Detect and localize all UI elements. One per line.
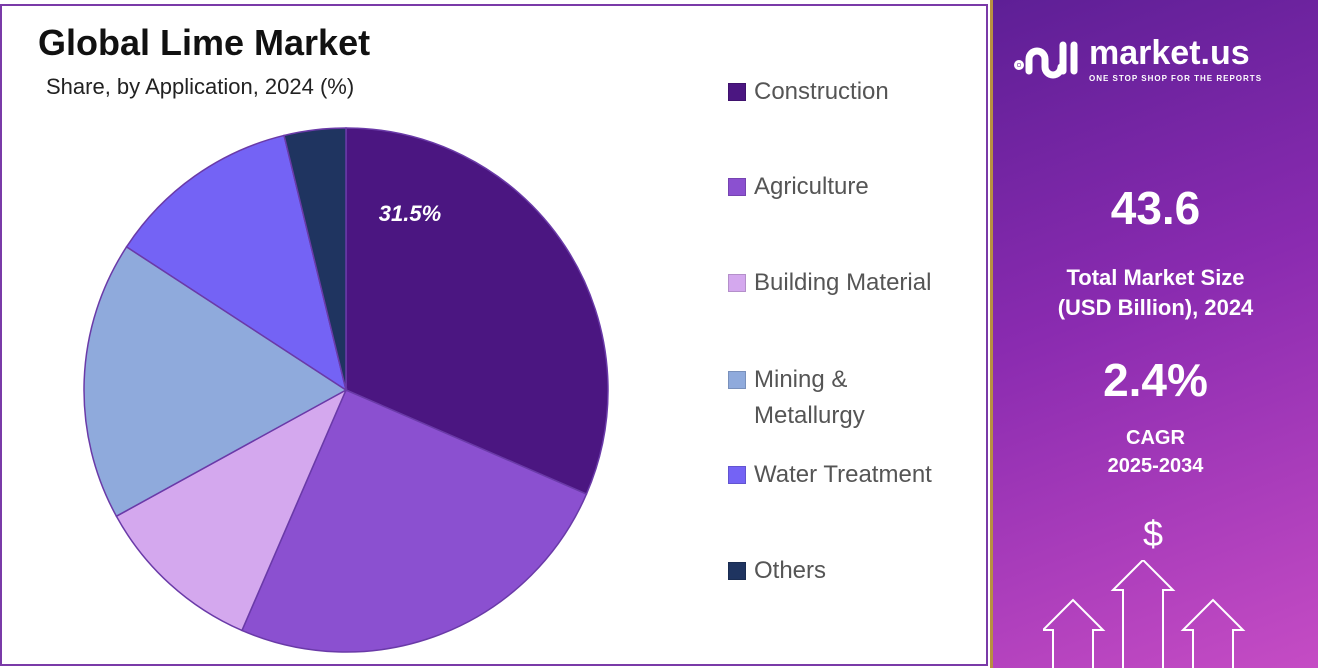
cagr-label: CAGR [1126,427,1185,449]
legend-swatch [728,466,746,484]
legend-label: Building Material [754,269,932,296]
pie-slice-agriculture [240,389,588,653]
summary-panel: market.us ONE STOP SHOP FOR THE REPORTS … [990,0,1318,670]
legend-item: Others [728,553,826,589]
legend-label: Construction [754,78,889,105]
legend-swatch [728,562,746,580]
pie-slice-water-treatment [125,134,348,392]
growth-arrows-icon [1043,560,1246,670]
logo-mark-icon [1014,41,1078,79]
pie-slice-others [283,127,347,391]
legend-item: Water Treatment [728,457,932,493]
legend-label: Agriculture [754,173,869,200]
legend-label: Mining & Metallurgy [754,366,865,429]
legend-item: Building Material [728,265,931,301]
legend-item: Agriculture [728,169,869,205]
pie-slice-construction [345,127,609,496]
market-size-label-2: (USD Billion), 2024 [1057,295,1254,320]
market-size-value: 43.6 [1110,182,1201,234]
cagr-value: 2.4% [1103,354,1208,406]
legend-swatch [728,371,746,389]
logo-tagline: ONE STOP SHOP FOR THE REPORTS [1089,74,1263,83]
legend-item: Construction [728,74,889,110]
dollar-icon: $ [1143,513,1164,554]
legend-swatch [728,178,746,196]
data-label: 31.5% [379,201,441,226]
cagr-period: 2025-2034 [1107,455,1204,477]
pie-slice-building-material [115,388,348,632]
pie-slice-mining-metallurgy [83,245,348,518]
logo-text: market.us [1089,34,1250,72]
market-size-label-1: Total Market Size [1066,265,1245,290]
market-us-logo: market.us ONE STOP SHOP FOR THE REPORTS [1013,34,1262,84]
legend-swatch [728,274,746,292]
legend-label: Water Treatment [754,461,932,488]
pie-chart: 31.5% [83,127,609,653]
chart-title: Global Lime Market [38,22,371,63]
chart-subtitle: Share, by Application, 2024 (%) [46,74,355,99]
legend-swatch [728,83,746,101]
legend-label: Others [754,557,827,584]
legend-item: Mining & Metallurgy [728,362,865,434]
